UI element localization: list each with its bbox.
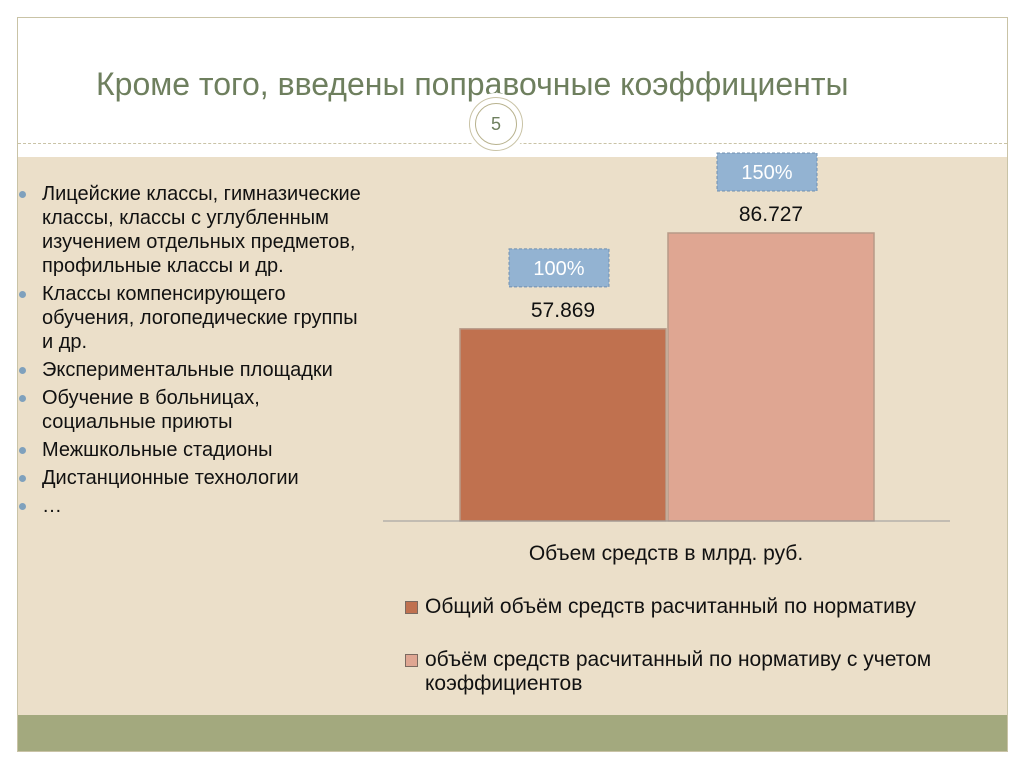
bullet-dot-icon xyxy=(19,475,26,482)
x-axis-category-label: Объем средств в млрд. руб. xyxy=(529,542,803,565)
page-number: 5 xyxy=(475,103,517,145)
bullet-item: Лицейские классы, гимназические классы, … xyxy=(8,182,368,278)
bullet-item: … xyxy=(8,494,368,518)
bullet-item: Классы компенсирующего обучения, логопед… xyxy=(8,282,368,354)
data-label-value: 86.727 xyxy=(739,203,803,226)
bullet-dot-icon xyxy=(19,395,26,402)
bullet-list: Лицейские классы, гимназические классы, … xyxy=(8,182,368,522)
percent-box xyxy=(716,152,818,192)
bullet-item: Дистанционные технологии xyxy=(8,466,368,490)
data-label-value: 57.869 xyxy=(531,299,595,322)
percent-box xyxy=(508,248,610,288)
data-label-percent: 150% xyxy=(741,162,792,184)
bullet-item: Экспериментальные площадки xyxy=(8,358,368,382)
bullet-dot-icon xyxy=(19,503,26,510)
legend-label: объём средств расчитанный по нормативу с… xyxy=(425,648,932,695)
bar-series-0 xyxy=(459,328,667,522)
data-label-percent: 100% xyxy=(533,258,584,280)
bullet-item: Межшкольные стадионы xyxy=(8,438,368,462)
legend-label: Общий объём средств расчитанный по норма… xyxy=(425,595,917,618)
bar-series-1 xyxy=(667,232,875,522)
bullet-dot-icon xyxy=(19,191,26,198)
slide-title: Кроме того, введены поправочные коэффици… xyxy=(96,66,849,102)
page-number-badge: 5 xyxy=(469,97,523,151)
bullet-dot-icon xyxy=(19,291,26,298)
bullet-item: Обучение в больницах, социальные приюты xyxy=(8,386,368,434)
legend-swatch-0 xyxy=(405,601,418,614)
footer-bar xyxy=(18,715,1007,751)
bullet-dot-icon xyxy=(19,447,26,454)
bullet-dot-icon xyxy=(19,367,26,374)
legend-swatch-1 xyxy=(405,654,418,667)
